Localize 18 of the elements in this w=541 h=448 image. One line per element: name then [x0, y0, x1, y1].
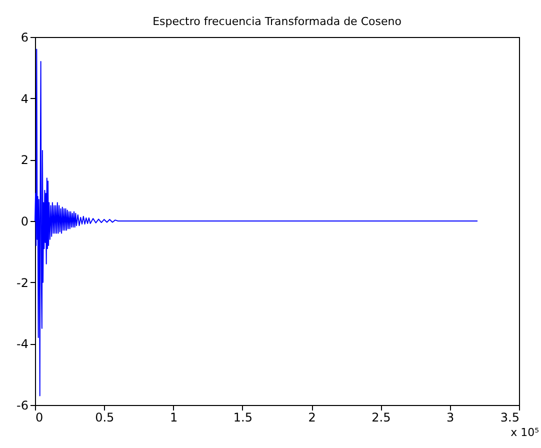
y-tick-label: 6 — [20, 30, 28, 44]
y-tick-label: 4 — [20, 92, 28, 106]
y-tick-label: 0 — [20, 214, 28, 228]
y-tick-label: -4 — [16, 337, 28, 352]
x-tick-label: 3 — [446, 410, 454, 424]
x-tick-label: 0 — [36, 410, 44, 424]
text: x 10⁵ — [510, 426, 539, 439]
y-tick-label: 2 — [20, 153, 28, 168]
chart-title: Espectro frecuencia Transformada de Coseno — [152, 15, 402, 28]
y-tick-label: -2 — [16, 276, 28, 290]
y-tick-label: -6 — [16, 398, 28, 412]
x-tick-label: 0.5 — [95, 410, 114, 424]
x-tick-label: 2.5 — [372, 410, 391, 424]
x-tick-label: 1 — [170, 410, 178, 424]
x-tick-label: 3.5 — [500, 410, 520, 424]
x-tick-label: 1.5 — [233, 410, 252, 424]
x-tick-label: 2 — [308, 410, 316, 424]
line-series — [34, 48, 478, 396]
